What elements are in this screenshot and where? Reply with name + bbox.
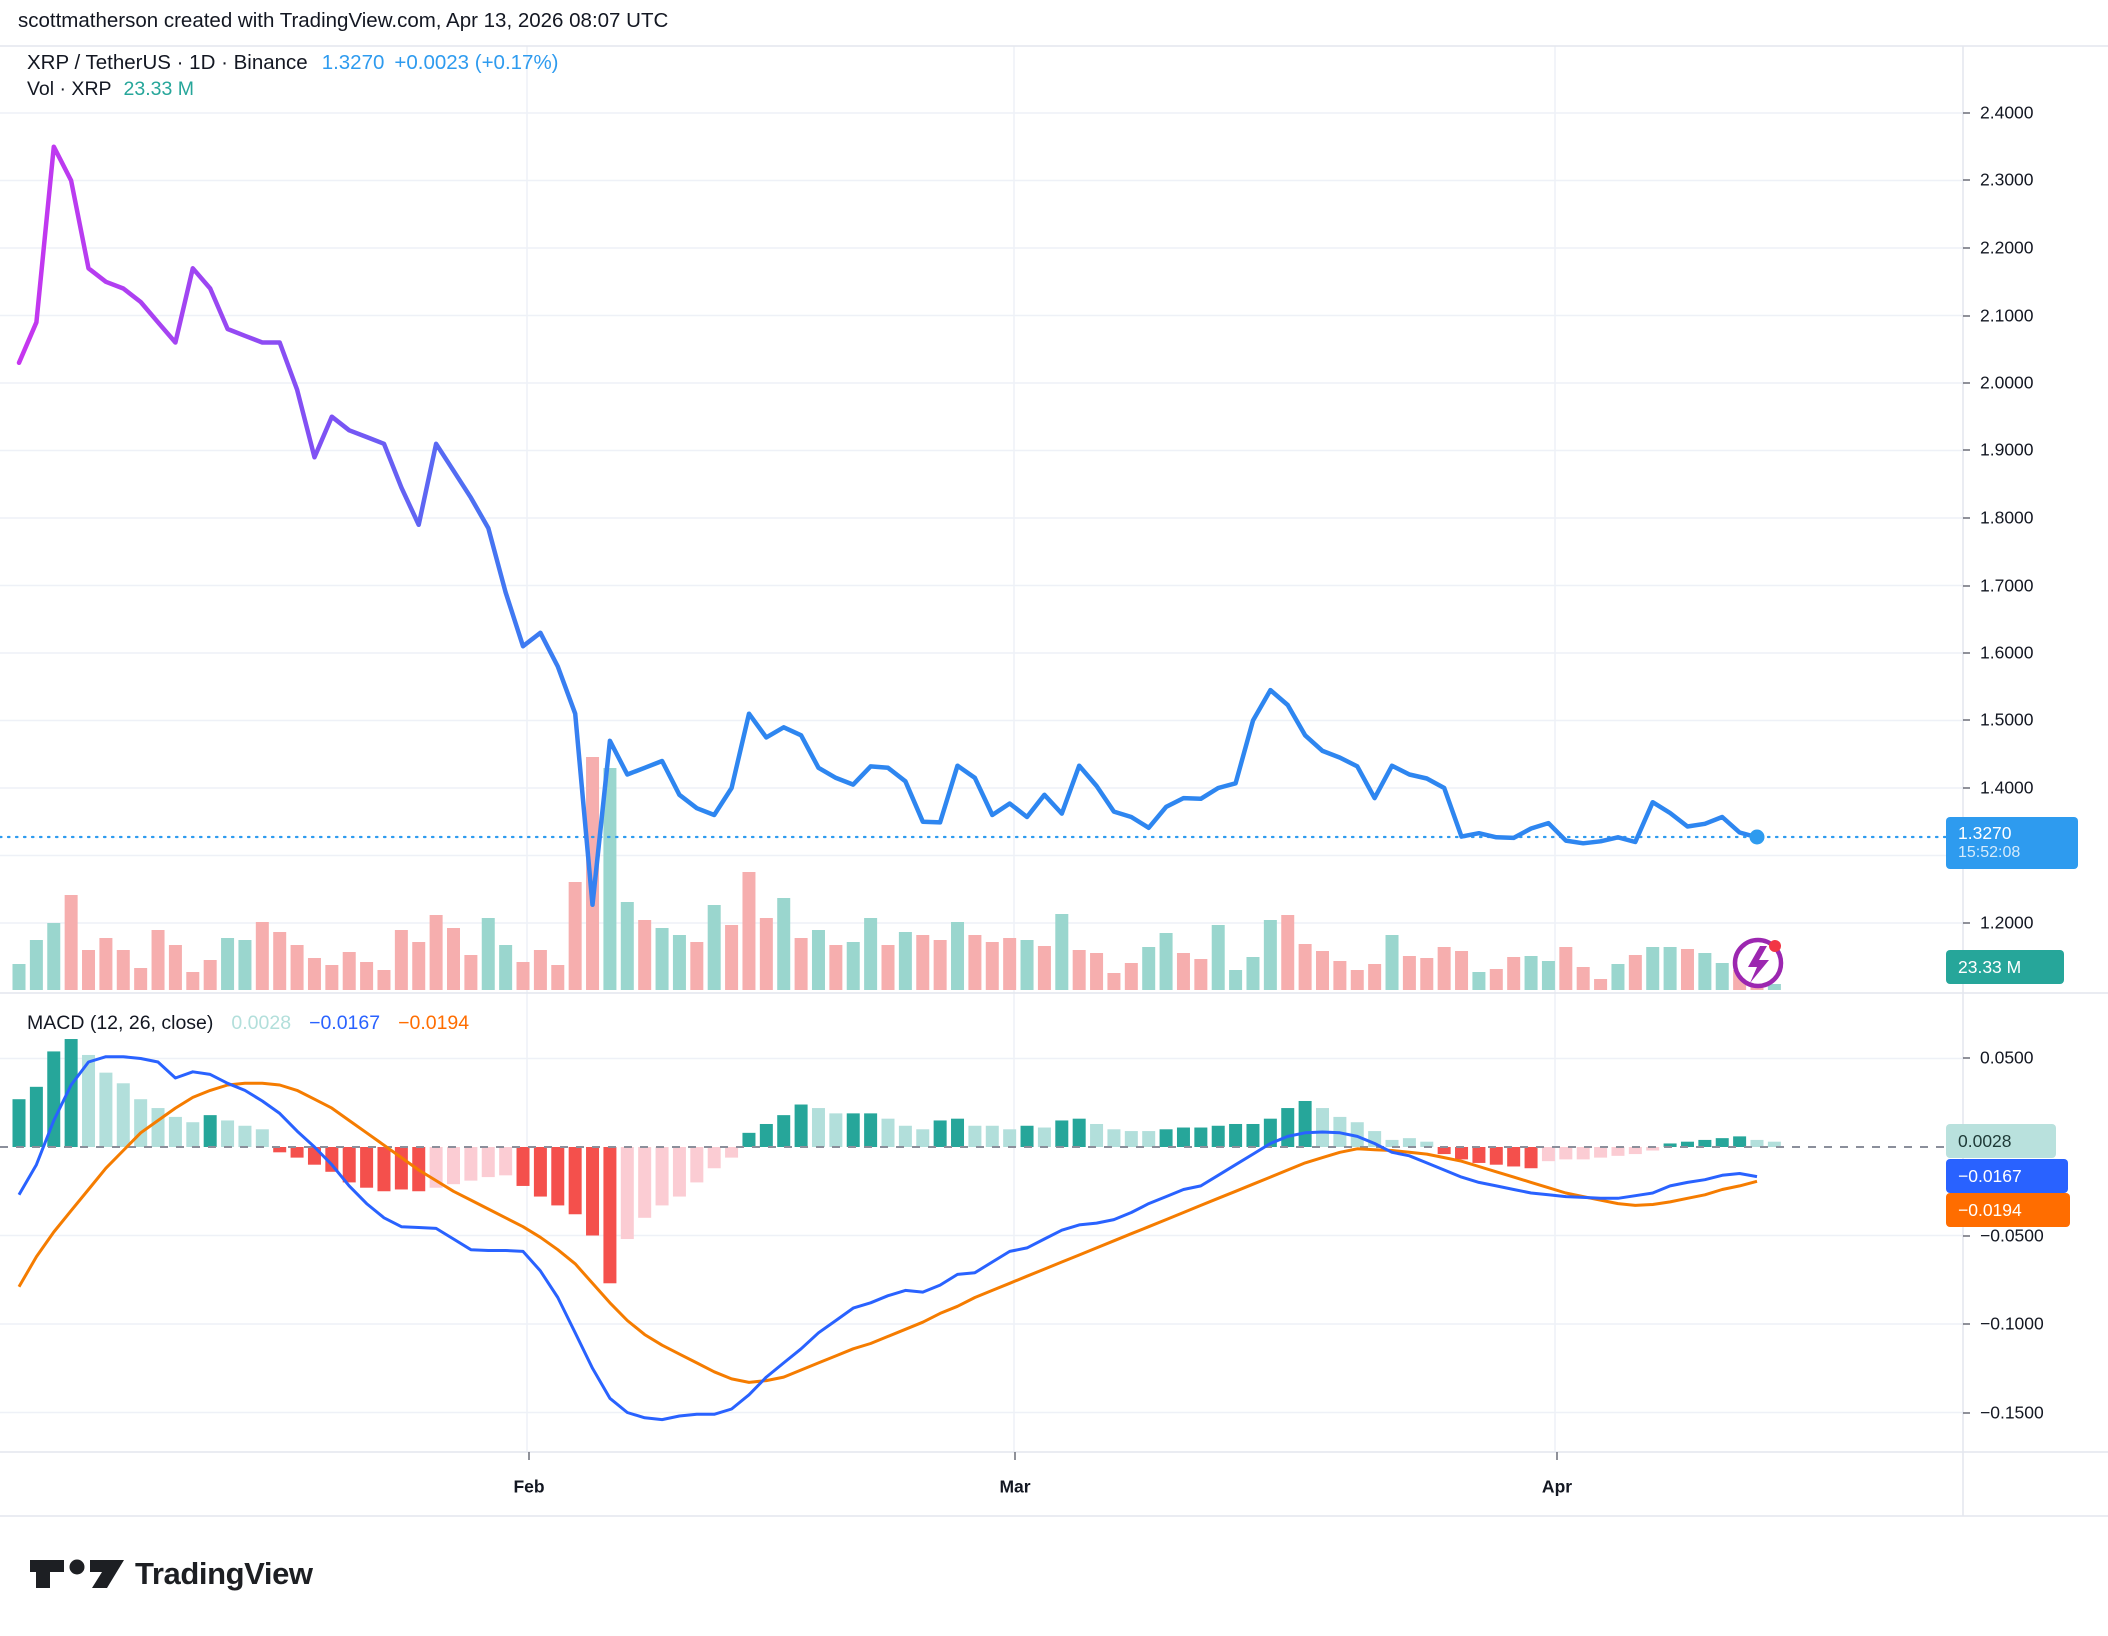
axis-price-label: 2.4000 xyxy=(1980,102,2034,123)
macd-hist-value: 0.0028 xyxy=(231,1012,292,1034)
macd-signal-badge-value: −0.0194 xyxy=(1958,1199,2022,1220)
symbol-legend-row[interactable]: XRP / TetherUS · 1D · Binance 1.3270 +0.… xyxy=(27,51,559,75)
volume-badge: 23.33 M xyxy=(1946,950,2064,984)
axis-price-label: 1.2000 xyxy=(1980,912,2034,933)
axis-price-label: 1.7000 xyxy=(1980,575,2034,596)
macd-line-value: −0.0167 xyxy=(309,1012,381,1034)
watermark-attribution: scottmatherson created with TradingView.… xyxy=(18,9,669,32)
axis-price-label: 1.9000 xyxy=(1980,439,2034,460)
axis-price-label: 2.3000 xyxy=(1980,169,2034,190)
axis-price-label: 2.1000 xyxy=(1980,305,2034,326)
axis-price-label: 1.8000 xyxy=(1980,507,2034,528)
macd-indicator-title: MACD (12, 26, close) xyxy=(27,1012,214,1034)
axis-month-label: Mar xyxy=(999,1476,1031,1497)
axis-price-label: −0.1000 xyxy=(1980,1313,2044,1334)
macd-hist-badge: 0.0028 xyxy=(1946,1124,2056,1158)
last-price-badge: 1.3270 15:52:08 xyxy=(1946,817,2078,869)
volume-label: Vol · XRP xyxy=(27,78,112,100)
axis-price-label: 2.0000 xyxy=(1980,372,2034,393)
axis-price-label: 1.6000 xyxy=(1980,642,2034,663)
macd-line-badge-value: −0.0167 xyxy=(1958,1165,2022,1186)
tradingview-logo[interactable]: TradingView xyxy=(30,1556,313,1592)
macd-line-badge: −0.0167 xyxy=(1946,1159,2068,1193)
axis-price-label: −0.1500 xyxy=(1980,1402,2044,1423)
tradingview-logo-mark xyxy=(30,1559,124,1588)
axis-price-label: 2.2000 xyxy=(1980,237,2034,258)
volume-value: 23.33 M xyxy=(123,78,195,100)
symbol-title: XRP / TetherUS · 1D · Binance xyxy=(27,51,308,74)
bar-countdown: 15:52:08 xyxy=(1958,844,2021,862)
axis-month-label: Apr xyxy=(1541,1476,1573,1497)
macd-signal-value: −0.0194 xyxy=(398,1012,470,1034)
symbol-last-price: 1.3270 xyxy=(321,51,385,74)
macd-hist-badge-value: 0.0028 xyxy=(1958,1130,2012,1151)
axis-price-label: 1.4000 xyxy=(1980,777,2034,798)
volume-badge-value: 23.33 M xyxy=(1958,956,2022,977)
lightning-mode-icon[interactable] xyxy=(1732,937,1784,989)
tradingview-logo-text: TradingView xyxy=(135,1556,313,1591)
axis-month-label: Feb xyxy=(513,1476,545,1497)
volume-legend-row[interactable]: Vol · XRP 23.33 M xyxy=(27,78,194,101)
symbol-change: +0.0023 (+0.17%) xyxy=(394,51,559,74)
macd-legend-row[interactable]: MACD (12, 26, close) 0.0028 −0.0167 −0.0… xyxy=(27,1012,469,1035)
axis-price-label: −0.0500 xyxy=(1980,1225,2044,1246)
axis-price-label: 0.0500 xyxy=(1980,1047,2034,1068)
last-price-badge-value: 1.3270 xyxy=(1958,823,2012,844)
macd-signal-badge: −0.0194 xyxy=(1946,1193,2070,1227)
axis-price-label: 1.5000 xyxy=(1980,709,2034,730)
